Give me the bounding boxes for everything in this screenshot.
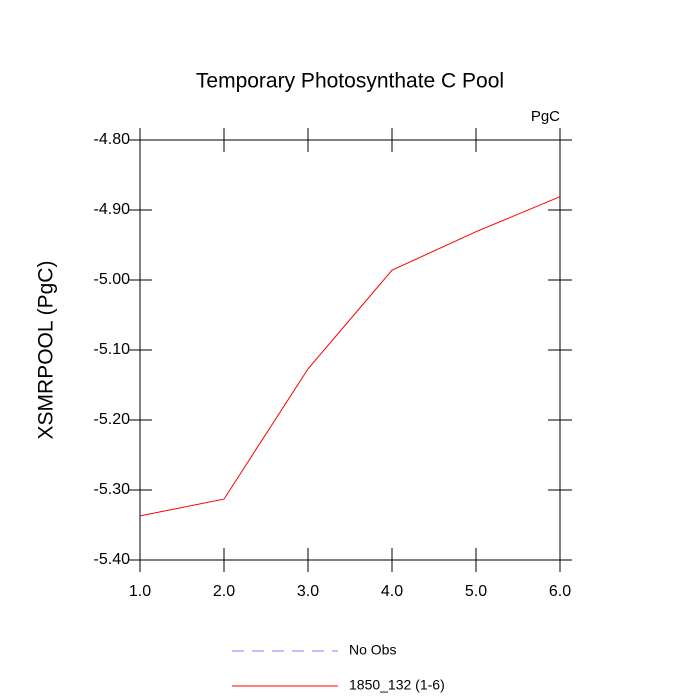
x-tick-label: 6.0 (549, 583, 571, 600)
series-line (139, 196, 561, 517)
x-tick-label: 3.0 (297, 583, 319, 600)
y-tick-label: -5.00 (94, 271, 131, 288)
y-tick-label: -5.40 (94, 551, 131, 568)
y-tick-label: -5.10 (94, 341, 131, 358)
x-tick-label: 4.0 (381, 583, 403, 600)
x-tick-label: 2.0 (213, 583, 235, 600)
x-tick-label: 1.0 (129, 583, 151, 600)
plot-frame (139, 139, 561, 561)
y-tick-label: -4.80 (94, 131, 131, 148)
legend-label: No Obs (349, 642, 396, 658)
units-label: PgC (531, 108, 560, 125)
y-tick-label: -5.30 (94, 481, 131, 498)
y-tick-label: -4.90 (94, 201, 131, 218)
legend-label: 1850_132 (1-6) (349, 677, 445, 693)
y-tick-label: -5.20 (94, 411, 131, 428)
x-tick-label: 5.0 (465, 583, 487, 600)
chart-title: Temporary Photosynthate C Pool (196, 70, 504, 93)
y-axis-label: XSMRPOOL (PgC) (35, 261, 58, 440)
